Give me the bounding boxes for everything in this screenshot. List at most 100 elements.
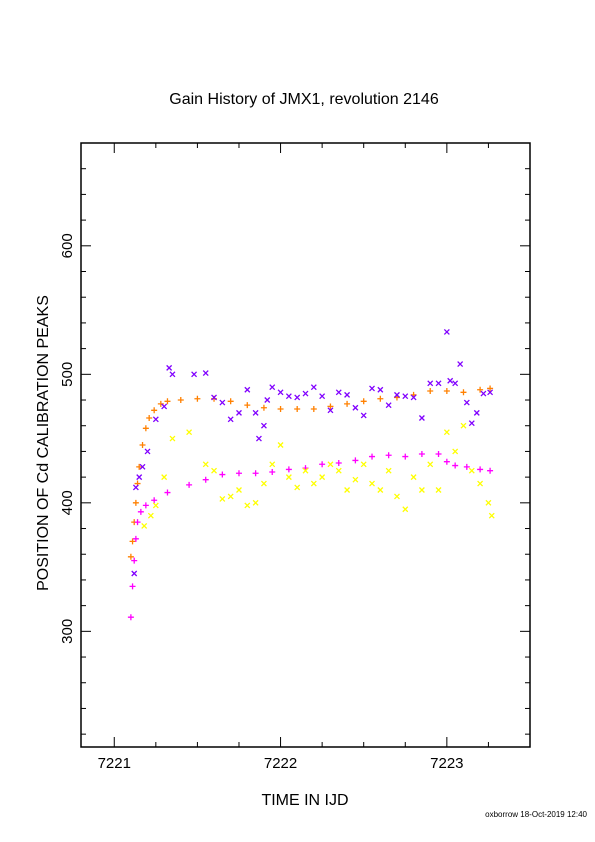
data-points [127, 328, 495, 621]
data-point [219, 496, 226, 502]
x-tick-label: 7222 [264, 755, 297, 772]
data-point [137, 508, 144, 515]
data-point [152, 416, 159, 423]
plot-frame [80, 142, 531, 748]
data-point [394, 391, 400, 398]
data-point [186, 429, 193, 436]
data-point [227, 398, 234, 405]
data-point [269, 384, 276, 391]
data-point [202, 370, 209, 376]
data-point [319, 461, 326, 468]
data-point [244, 386, 251, 393]
data-point [227, 416, 234, 423]
data-point [260, 404, 267, 411]
data-point [485, 499, 492, 506]
data-point [344, 487, 351, 493]
data-point [327, 403, 334, 410]
data-point [157, 400, 164, 407]
data-point [457, 361, 464, 367]
data-point [335, 467, 342, 474]
data-point [211, 394, 217, 401]
data-point [164, 398, 171, 405]
data-point [252, 470, 259, 477]
data-point [319, 474, 326, 481]
data-point [310, 384, 317, 391]
data-point [377, 386, 384, 393]
data-point [151, 497, 158, 504]
y-tick-label: 600 [59, 233, 76, 258]
data-point [219, 471, 226, 478]
data-point [186, 481, 193, 488]
data-point [136, 463, 143, 470]
data-point [443, 429, 450, 436]
x-axis-label: TIME IN IJD [261, 792, 348, 809]
data-point [302, 467, 309, 474]
chart-title: Gain History of JMX1, revolution 2146 [169, 91, 439, 108]
data-point [418, 487, 425, 493]
data-point [132, 484, 139, 491]
y-tick-label: 500 [59, 362, 76, 387]
data-point [144, 448, 151, 455]
data-point [131, 557, 138, 564]
x-tick-label: 7223 [430, 755, 463, 772]
data-point [152, 502, 159, 509]
series-4 [141, 422, 495, 529]
data-point [427, 388, 434, 395]
data-point [142, 502, 149, 509]
data-point [487, 389, 494, 396]
data-point [285, 466, 292, 473]
data-point [139, 442, 146, 448]
data-point [468, 420, 475, 427]
data-point [327, 407, 334, 414]
data-point [487, 385, 494, 392]
data-point [127, 553, 134, 560]
data-point [418, 450, 425, 457]
data-point [418, 415, 425, 421]
data-point [452, 448, 459, 455]
data-point [360, 398, 367, 405]
data-point [352, 457, 359, 464]
data-point [277, 442, 284, 448]
data-point [129, 538, 136, 545]
data-point [252, 499, 259, 506]
data-point [151, 407, 158, 414]
data-point [294, 394, 301, 401]
data-point [369, 385, 375, 392]
data-point [360, 412, 367, 419]
data-point [161, 403, 168, 410]
data-point [277, 389, 284, 396]
data-point [294, 484, 301, 491]
data-point [277, 406, 284, 413]
data-point [410, 474, 417, 481]
data-point [227, 493, 234, 500]
data-point [285, 474, 292, 481]
data-point [164, 489, 171, 496]
data-point [473, 409, 480, 416]
series-3 [131, 328, 494, 577]
data-point [244, 502, 251, 509]
data-point [435, 450, 442, 457]
data-point [352, 404, 359, 411]
data-point [488, 512, 495, 519]
data-point [285, 393, 292, 400]
data-point [147, 512, 154, 519]
footer-stamp: oxborrow 18-Oct-2019 12:40 [485, 810, 587, 819]
data-point [402, 393, 409, 400]
data-point [385, 452, 392, 459]
data-point [487, 467, 494, 474]
data-point [211, 467, 217, 474]
data-point [344, 400, 351, 407]
data-point [327, 461, 334, 468]
data-point [385, 402, 392, 409]
data-point [191, 371, 198, 378]
data-point [394, 493, 400, 500]
data-point [452, 380, 459, 387]
data-point [443, 458, 450, 465]
y-axis-label: POSITION OF Cd CALIBRATION PEAKS [35, 295, 52, 591]
data-point [443, 388, 450, 395]
data-point [377, 395, 384, 402]
data-point [139, 463, 146, 470]
data-point [319, 393, 326, 400]
data-point [202, 476, 209, 483]
